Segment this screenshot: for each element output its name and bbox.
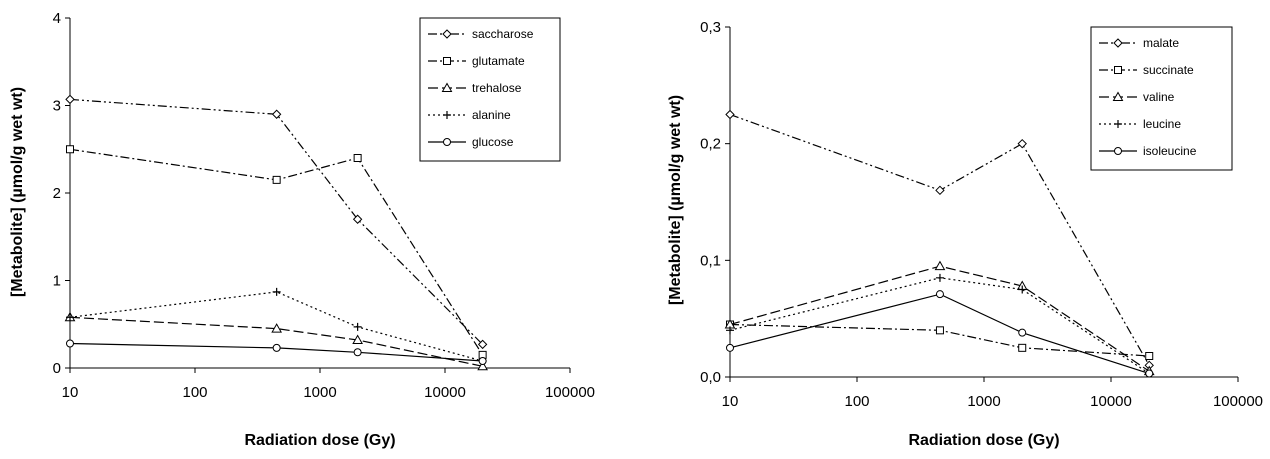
left-y-tick-label: 4 bbox=[53, 10, 61, 27]
right-legend-label: leucine bbox=[1143, 117, 1181, 131]
left-point-alanine bbox=[353, 322, 362, 331]
right-point-leucine bbox=[726, 326, 734, 335]
right-series-line-succinate bbox=[729, 323, 1150, 357]
left-point-glucose bbox=[66, 339, 74, 348]
chart-left-svg: 0 1 2 3 4 10 100 1000 10000 100000 Radiation dose … bbox=[9, 10, 595, 449]
right-series-line-isoleucine bbox=[729, 293, 1150, 375]
left-y-axis-title: [Metabolite] (µmol/g wet wt) bbox=[9, 87, 26, 297]
right-point-isoleucine bbox=[935, 290, 944, 299]
right-series-line-malate bbox=[729, 113, 1150, 366]
left-legend-marker-trehalose bbox=[441, 82, 453, 92]
right-series-isoleucine bbox=[726, 290, 1154, 378]
left-point-glucose bbox=[478, 357, 487, 365]
left-y-tick-label: 1 bbox=[53, 273, 61, 290]
right-legend-label: malate bbox=[1143, 36, 1179, 50]
left-point-glutamate bbox=[66, 145, 74, 154]
right-legend-marker-succinate bbox=[1114, 66, 1122, 74]
left-y-tick-label: 0 bbox=[53, 360, 61, 377]
left-point-alanine bbox=[272, 287, 281, 296]
left-x-tick-label: 1000 bbox=[303, 384, 336, 401]
right-x-tick-label: 10 bbox=[722, 393, 739, 410]
left-point-saccharose bbox=[65, 94, 75, 105]
right-point-isoleucine bbox=[1145, 369, 1154, 378]
left-y-tick-label: 2 bbox=[53, 185, 61, 202]
left-series-glucose bbox=[66, 339, 487, 365]
right-legend-marker-valine bbox=[1112, 91, 1124, 101]
left-y-tick-label: 3 bbox=[53, 98, 61, 115]
right-legend-label: succinate bbox=[1143, 63, 1194, 77]
right-x-tick-label: 10000 bbox=[1090, 393, 1132, 410]
right-y-tick-label: 0,3 bbox=[700, 19, 721, 36]
right-x-tick-label: 100000 bbox=[1213, 393, 1263, 410]
chart-right-svg: 0,0 0,1 0,2 0,3 10 100 1000 10000 100000 Radiatio… bbox=[667, 19, 1263, 449]
left-point-trehalose bbox=[271, 323, 283, 333]
left-series-line-glucose bbox=[69, 342, 483, 362]
right-x-tick-label: 1000 bbox=[967, 393, 1000, 410]
right-series-malate bbox=[725, 109, 1154, 371]
right-point-isoleucine bbox=[1018, 328, 1027, 337]
left-legend-label: alanine bbox=[472, 108, 511, 122]
left-legend-label: trehalose bbox=[472, 81, 522, 95]
right-point-malate bbox=[1017, 138, 1027, 149]
right-series-line-valine bbox=[729, 265, 1150, 372]
left-legend-marker-glutamate bbox=[443, 57, 451, 65]
right-legend-marker-malate bbox=[1113, 38, 1123, 48]
left-legend-marker-alanine bbox=[443, 111, 451, 119]
left-point-trehalose bbox=[352, 334, 363, 344]
right-legend-marker-isoleucine bbox=[1114, 147, 1122, 155]
left-series-trehalose bbox=[64, 311, 488, 371]
right-y-tick-label: 0,1 bbox=[700, 252, 721, 269]
left-legend-marker-saccharose bbox=[442, 29, 452, 39]
right-legend-label: valine bbox=[1143, 90, 1175, 104]
right-series-leucine bbox=[726, 273, 1154, 378]
right-x-tick-label: 100 bbox=[844, 393, 869, 410]
right-x-axis-title: Radiation dose (Gy) bbox=[908, 432, 1059, 449]
left-legend-label: glucose bbox=[472, 135, 514, 149]
right-point-valine bbox=[934, 260, 946, 271]
left-point-trehalose bbox=[477, 360, 488, 371]
right-point-leucine bbox=[1018, 285, 1027, 294]
left-point-saccharose bbox=[271, 109, 282, 119]
left-legend-label: glutamate bbox=[472, 54, 525, 68]
left-x-tick-label: 10000 bbox=[424, 384, 466, 401]
left-series-line-glutamate bbox=[69, 148, 484, 356]
left-point-glucose bbox=[353, 348, 362, 357]
left-point-alanine bbox=[66, 313, 74, 322]
right-point-malate bbox=[725, 109, 735, 120]
right-y-axis-title: [Metabolite] (µmol/g wet wt) bbox=[667, 95, 684, 305]
left-point-glucose bbox=[272, 343, 281, 352]
chart-right: 0,0 0,1 0,2 0,3 10 100 1000 10000 100000 Radiatio… bbox=[640, 0, 1270, 454]
left-series-line-trehalose bbox=[69, 316, 483, 367]
left-legend: saccharose glutamate trehalose alanine gluco… bbox=[419, 17, 561, 162]
right-point-isoleucine bbox=[726, 343, 734, 352]
left-x-axis-title: Radiation dose (Gy) bbox=[244, 432, 395, 449]
left-point-saccharose bbox=[352, 214, 363, 224]
left-x-tick-label: 100 bbox=[182, 384, 207, 401]
right-point-succinate bbox=[1018, 343, 1027, 352]
left-x-tick-label: 10 bbox=[62, 384, 79, 401]
right-legend: malate succinate valine leucine isoleucine bbox=[1090, 26, 1233, 171]
left-point-glutamate bbox=[272, 175, 281, 184]
right-point-succinate bbox=[935, 326, 944, 335]
right-point-succinate bbox=[1145, 352, 1154, 360]
right-y-tick-label: 0,2 bbox=[700, 136, 721, 153]
left-legend-label: saccharose bbox=[472, 27, 534, 41]
left-series-line-alanine bbox=[69, 291, 483, 362]
right-point-leucine bbox=[935, 273, 944, 282]
chart-left: 0 1 2 3 4 10 100 1000 10000 100000 Radiation dose … bbox=[0, 0, 630, 454]
left-point-glutamate bbox=[353, 154, 362, 162]
left-series-saccharose bbox=[65, 94, 488, 350]
left-point-saccharose bbox=[477, 339, 488, 350]
right-legend-label: isoleucine bbox=[1143, 144, 1197, 158]
right-y-tick-label: 0,0 bbox=[700, 369, 721, 386]
left-legend-marker-glucose bbox=[443, 138, 451, 146]
right-legend-marker-leucine bbox=[1114, 120, 1122, 128]
right-series-line-leucine bbox=[729, 277, 1150, 375]
right-point-malate bbox=[935, 185, 945, 196]
left-x-tick-label: 100000 bbox=[545, 384, 595, 401]
